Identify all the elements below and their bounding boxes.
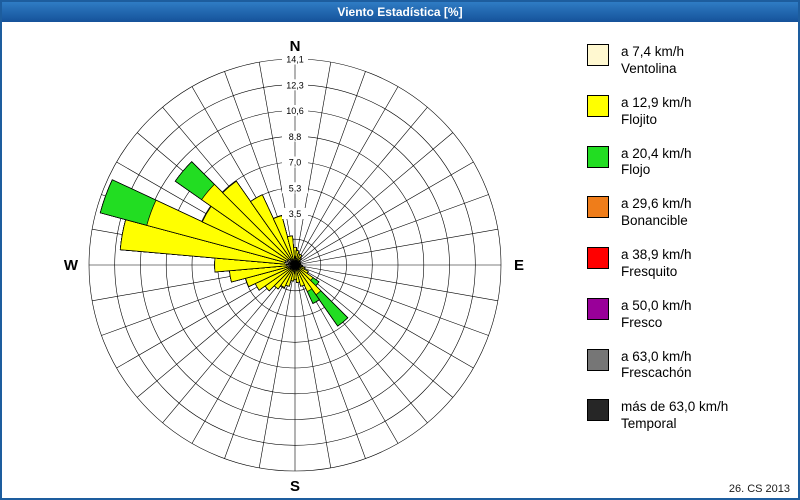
legend-name: Fresco <box>621 314 663 330</box>
legend-name: Flojo <box>621 162 651 178</box>
svg-text:14,1: 14,1 <box>286 55 304 65</box>
legend-speed: más de 63,0 km/h <box>621 399 729 415</box>
legend-name: Bonancible <box>621 213 688 229</box>
legend-item-fresquito: a 38,9 km/h Fresquito <box>587 247 728 281</box>
legend-swatch-fresco <box>587 297 609 320</box>
svg-text:8,8: 8,8 <box>289 132 302 142</box>
windrose-petals <box>99 161 349 327</box>
compass-label-s: S <box>290 478 300 495</box>
legend-speed: a 38,9 km/h <box>621 247 692 262</box>
legend-item-ventolina: a 7,4 km/h Ventolina <box>587 44 728 78</box>
legend-speed: a 50,0 km/h <box>621 297 692 313</box>
copyright-note: 26. CS 2013 <box>728 483 790 495</box>
legend-name: Ventolina <box>621 60 677 76</box>
compass-labels: N E S W <box>64 38 524 495</box>
windrose-svg: 3,5 5,3 7,0 8,8 10,6 12,3 14,1N E S W <box>64 38 524 495</box>
legend-name: Fresquito <box>621 263 678 279</box>
ring-labels: 3,5 5,3 7,0 8,8 10,6 12,3 14,1 <box>282 53 308 219</box>
legend-name: Frescachón <box>621 365 692 381</box>
legend-speed: a 20,4 km/h <box>621 145 692 161</box>
legend-swatch-flojito <box>587 94 609 117</box>
svg-text:10,6: 10,6 <box>286 106 304 116</box>
legend-item-fresco: a 50,0 km/h Fresco <box>587 297 728 332</box>
legend-name: Flojito <box>621 111 658 127</box>
legend-item-flojo: a 20,4 km/h Flojo <box>587 145 728 180</box>
legend-item-flojito: a 12,9 km/h Flojito <box>587 94 728 129</box>
legend-speed: a 63,0 km/h <box>621 348 692 364</box>
legend-item-frescachon: a 63,0 km/h Frescachón <box>587 348 728 383</box>
legend-speed: a 29,6 km/h <box>621 196 692 212</box>
window-content: 3,5 5,3 7,0 8,8 10,6 12,3 14,1 N E S W a 7,4 km/h … <box>2 22 798 498</box>
legend-speed: a 12,9 km/h <box>621 94 692 110</box>
svg-text:3,5: 3,5 <box>289 209 302 219</box>
legend-speed: a 7,4 km/h <box>621 44 685 59</box>
svg-text:7,0: 7,0 <box>289 158 302 168</box>
compass-label-e: E <box>514 257 524 274</box>
legend-swatch-fresquito <box>587 247 609 269</box>
legend-swatch-ventolina <box>587 44 609 66</box>
wind-legend: a 7,4 km/h Ventolina a 12,9 km/h Flojito… <box>567 22 728 498</box>
legend-item-bonancible: a 29,6 km/h Bonancible <box>587 196 728 230</box>
legend-item-temporal: más de 63,0 km/h Temporal <box>587 399 728 433</box>
compass-label-w: W <box>64 257 79 274</box>
legend-swatch-flojo <box>587 145 609 168</box>
window-titlebar[interactable]: Viento Estadística [%] <box>2 2 798 22</box>
window-title: Viento Estadística [%] <box>337 5 463 19</box>
legend-swatch-bonancible <box>587 196 609 219</box>
svg-text:5,3: 5,3 <box>289 183 302 193</box>
windrose-chart: 3,5 5,3 7,0 8,8 10,6 12,3 14,1 N E S W <box>2 22 567 498</box>
svg-text:12,3: 12,3 <box>286 80 304 90</box>
legend-swatch-temporal <box>587 399 609 422</box>
legend-name: Temporal <box>621 416 677 432</box>
legend-swatch-frescachon <box>587 348 609 371</box>
compass-label-n: N <box>290 38 301 55</box>
